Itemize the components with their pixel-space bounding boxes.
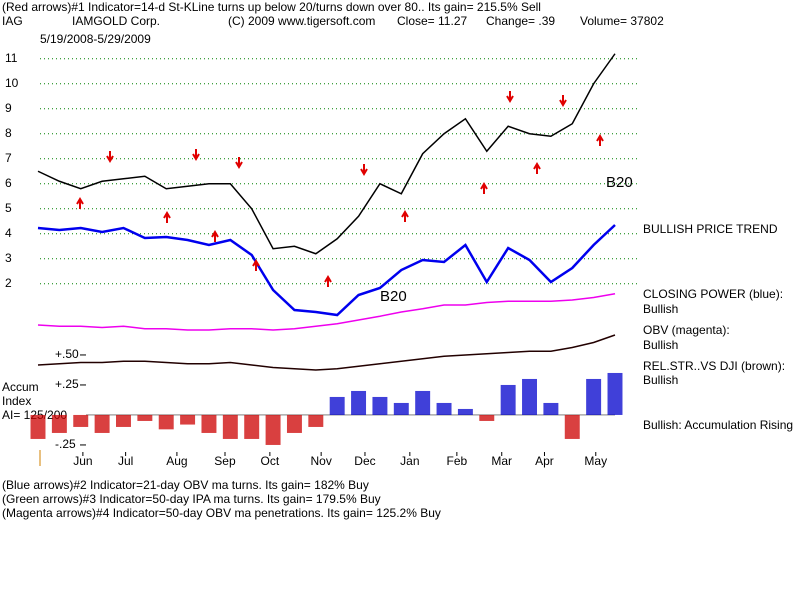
accum-bar [457,408,473,415]
accum-bar [94,414,110,433]
x-tick-label: Jul [118,454,133,468]
signal-arrow [480,182,488,194]
footer-note: (Green arrows)#3 Indicator=50-day IPA ma… [2,492,381,506]
signal-arrow [506,91,514,103]
indicator-note: (Red arrows)#1 Indicator=14-d St-KLine t… [2,0,541,14]
y-tick-label: 4 [5,226,12,240]
date-range: 5/19/2008-5/29/2009 [40,32,151,46]
x-tick-label: Feb [447,454,468,468]
series-line [37,53,616,255]
y-tick-label: 2 [5,276,12,290]
footer-note: (Blue arrows)#2 Indicator=21-day OBV ma … [2,478,369,492]
accum-bar [586,378,602,415]
y-tick-label: 3 [5,251,12,265]
y-tick-label: 11 [5,51,18,65]
y-tick-label: 8 [5,126,12,140]
signal-arrow [211,230,219,242]
accum-bar [265,414,281,445]
accum-bar [543,402,559,415]
side-label: Bullish: Accumulation Rising [643,418,793,432]
accum-bar [393,402,409,415]
accum-bar [51,414,67,433]
ticker: IAG [2,14,23,28]
accum-bar [372,396,388,415]
accum-bar [479,414,495,421]
accum-bar [244,414,260,439]
signal-arrow [596,134,604,146]
company: IAMGOLD Corp. [72,14,160,28]
accum-bar [522,378,537,415]
x-tick-label: Apr [535,454,554,468]
y2-tick-label: +.25 [55,377,79,391]
side-label: Bullish [643,373,678,387]
y-tick-label: 9 [5,101,12,115]
footer-note: (Magenta arrows)#4 Indicator=50-day OBV … [2,506,441,520]
accum-bar [329,396,345,415]
x-tick-label: Dec [354,454,375,468]
close: Close= 11.27 [397,14,467,28]
signal-arrow [76,197,84,209]
series-line [37,293,616,331]
signal-arrow [360,164,368,176]
accum-bar [436,402,452,415]
signal-arrow [324,275,332,287]
signal-arrow [401,210,409,222]
accum-bar [308,414,324,427]
copyright: (C) 2009 www.tigersoft.com [228,14,375,28]
signal-arrow [235,157,243,169]
signal-arrow [163,211,171,223]
accum-bar [73,414,89,427]
y-tick-label: 5 [5,201,12,215]
accum-label: Accum [2,380,39,394]
x-tick-label: Jan [400,454,419,468]
x-tick-label: May [584,454,607,468]
accum-bar [222,414,238,439]
y-tick-label: 6 [5,176,12,190]
side-label: Bullish [643,302,678,316]
annotation: B20 [380,288,407,305]
accum-bar [351,390,367,415]
y2-tick-label: +.50 [55,347,79,361]
side-label: Bullish [643,338,678,352]
side-label: OBV (magenta): [643,323,730,337]
signal-arrow [533,162,541,174]
accum-bar [564,414,580,439]
signal-arrow [252,259,260,271]
y-tick-label: 7 [5,151,12,165]
accum-bar [500,384,516,415]
change: Change= .39 [486,14,555,28]
signal-arrow [106,151,114,163]
y-tick-label: 10 [5,76,19,90]
signal-arrow [559,95,567,107]
annotation: B20 [606,174,633,191]
accum-bar [137,414,153,421]
x-tick-label: Nov [310,454,331,468]
series-line [37,224,616,317]
accum-bar [201,414,217,433]
accum-label: Index [2,394,31,408]
series-line [37,334,616,371]
side-label: BULLISH PRICE TREND [643,222,778,236]
accum-bar [158,414,174,430]
accum-bar [30,414,46,439]
accum-bar [116,414,131,427]
signal-arrow [192,149,200,161]
side-label: CLOSING POWER (blue): [643,287,783,301]
accum-bar [415,390,431,415]
accum-bar [180,414,196,425]
x-tick-label: Mar [491,454,512,468]
x-tick-label: Oct [261,454,280,468]
accum-bar [607,372,623,415]
x-tick-label: Sep [214,454,236,468]
x-tick-label: Jun [73,454,92,468]
y2-tick-label: -.25 [55,437,76,451]
volume: Volume= 37802 [580,14,664,28]
side-label: REL.STR..VS DJI (brown): [643,359,785,373]
x-tick-label: Aug [166,454,187,468]
accum-bar [286,414,302,433]
